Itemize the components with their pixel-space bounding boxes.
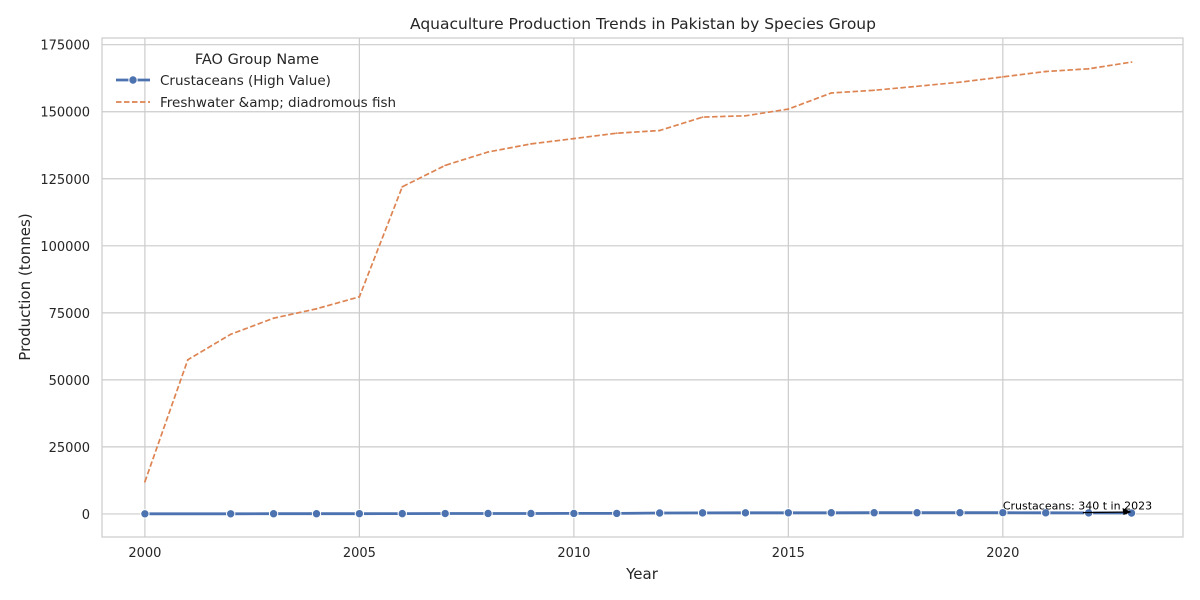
legend-entry-label: Crustaceans (High Value) — [160, 73, 331, 89]
chart-title: Aquaculture Production Trends in Pakista… — [410, 15, 876, 33]
data-point-crustaceans — [826, 508, 836, 518]
x-tick-label: 2015 — [772, 546, 805, 561]
data-point-crustaceans — [354, 508, 365, 519]
legend-title: FAO Group Name — [195, 52, 319, 68]
data-point-crustaceans — [697, 508, 708, 518]
data-point-freshwater-fish — [530, 143, 532, 145]
data-point-freshwater-fish — [701, 116, 704, 118]
data-point-freshwater-fish — [572, 137, 575, 140]
data-point-crustaceans — [526, 508, 536, 519]
plot-frame — [101, 37, 1184, 538]
annotation-arrowhead — [1122, 508, 1132, 516]
legend-entry-label: Freshwater &amp; diadromous fish — [160, 95, 396, 111]
data-point-crustaceans — [612, 508, 622, 519]
x-tick-label: 2020 — [986, 546, 1019, 561]
data-point-freshwater-fish — [229, 333, 232, 336]
data-point-freshwater-fish — [186, 358, 189, 361]
x-tick-label: 2010 — [557, 546, 590, 561]
data-point-crustaceans — [654, 508, 665, 518]
data-point-freshwater-fish — [272, 317, 275, 320]
data-point-freshwater-fish — [444, 164, 447, 167]
data-point-freshwater-fish — [1044, 70, 1047, 73]
data-point-crustaceans — [869, 508, 879, 518]
data-point-crustaceans — [140, 509, 150, 519]
data-point-freshwater-fish — [143, 480, 146, 483]
data-point-freshwater-fish — [959, 81, 961, 84]
data-point-crustaceans — [1041, 508, 1051, 518]
data-point-crustaceans — [912, 508, 922, 518]
y-tick-label: 150000 — [40, 106, 90, 121]
data-point-freshwater-fish — [1130, 61, 1133, 64]
data-point-freshwater-fish — [1087, 67, 1090, 70]
legend-marker-freshwater-fish — [132, 101, 134, 103]
legend: FAO Group Name Crustaceans (High Value) Fr… — [116, 52, 396, 111]
data-point-crustaceans — [783, 508, 794, 518]
data-point-crustaceans — [397, 508, 407, 519]
y-tick-label: 75000 — [49, 307, 90, 322]
data-point-crustaceans — [955, 507, 965, 518]
annotation-text: Crustaceans: 340 t in 2023 — [1003, 500, 1152, 513]
series-line-freshwater-fish — [144, 61, 1132, 483]
y-axis-label: Production (tonnes) — [16, 213, 34, 360]
data-point-freshwater-fish — [487, 151, 489, 153]
data-point-crustaceans — [998, 507, 1008, 518]
data-point-crustaceans — [569, 508, 579, 519]
x-tick-label: 2005 — [343, 546, 376, 561]
y-tick-label: 175000 — [40, 39, 90, 54]
data-point-crustaceans — [740, 508, 751, 518]
data-point-crustaceans — [225, 509, 236, 519]
data-point-freshwater-fish — [1001, 75, 1004, 78]
series-line-crustaceans — [144, 511, 1132, 516]
data-point-freshwater-fish — [401, 185, 404, 188]
y-tick-label: 25000 — [49, 441, 90, 456]
data-point-crustaceans — [311, 508, 322, 519]
series-layer — [140, 61, 1137, 519]
data-point-crustaceans — [268, 509, 279, 519]
data-point-freshwater-fish — [358, 295, 361, 298]
annotation-arrow — [1082, 511, 1130, 514]
legend-marker-crustaceans — [128, 75, 138, 85]
y-tick-label: 125000 — [40, 173, 90, 188]
grid — [102, 38, 1183, 537]
data-point-freshwater-fish — [744, 114, 747, 117]
y-tick-label: 100000 — [40, 240, 90, 255]
data-point-freshwater-fish — [615, 132, 618, 135]
annotations: Crustaceans: 340 t in 2023 — [1003, 500, 1152, 516]
data-point-crustaceans — [483, 508, 493, 519]
data-point-freshwater-fish — [315, 307, 318, 310]
x-tick-label: 2000 — [128, 546, 161, 561]
data-point-freshwater-fish — [873, 89, 876, 92]
data-point-crustaceans — [440, 508, 450, 519]
y-tick-label: 0 — [82, 508, 90, 523]
data-point-freshwater-fish — [916, 85, 918, 88]
tick-labels: 2000 2005 2010 2015 2020 0 25000 50000 75000 1000… — [40, 39, 1019, 561]
data-point-freshwater-fish — [787, 108, 790, 110]
y-tick-label: 50000 — [49, 374, 90, 389]
data-point-freshwater-fish — [830, 92, 833, 94]
data-point-freshwater-fish — [658, 129, 661, 132]
x-axis-label: Year — [625, 565, 659, 583]
